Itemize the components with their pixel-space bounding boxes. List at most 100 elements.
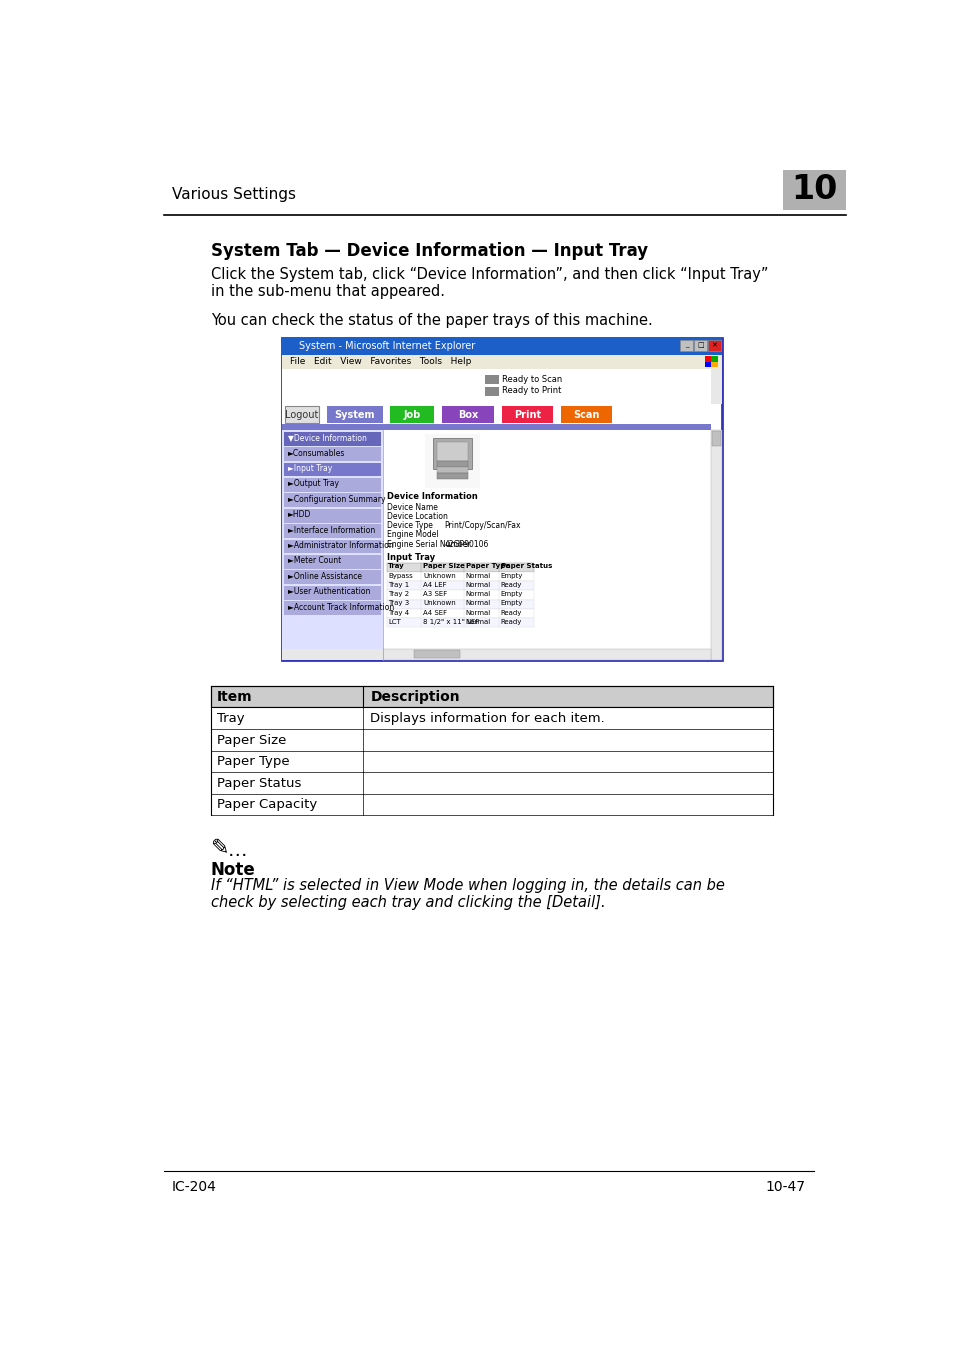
Text: Print: Print xyxy=(514,410,540,420)
Text: ✎: ✎ xyxy=(211,838,229,859)
Text: ►Administrator Information: ►Administrator Information xyxy=(288,541,394,550)
Text: Device Location: Device Location xyxy=(386,512,447,521)
Bar xyxy=(711,369,721,404)
Text: Tray 1: Tray 1 xyxy=(388,581,409,588)
Text: ►Online Assistance: ►Online Assistance xyxy=(288,572,362,581)
Bar xyxy=(282,425,711,430)
Bar xyxy=(283,585,381,599)
Bar xyxy=(704,357,717,366)
Text: File   Edit   View   Favorites   Tools   Help: File Edit View Favorites Tools Help xyxy=(290,357,471,366)
Text: Normal: Normal xyxy=(465,600,491,606)
Text: A4 LEF: A4 LEF xyxy=(422,581,446,588)
Bar xyxy=(283,571,381,584)
Text: Ready to Scan: Ready to Scan xyxy=(501,375,561,384)
Text: LCT: LCT xyxy=(388,619,400,625)
Bar xyxy=(386,562,534,572)
Bar xyxy=(283,508,381,523)
Bar xyxy=(282,430,711,660)
Text: A3 SEF: A3 SEF xyxy=(422,591,447,598)
Bar xyxy=(211,685,773,707)
Text: Logout: Logout xyxy=(285,410,318,420)
Bar xyxy=(283,448,381,461)
Text: Unknown: Unknown xyxy=(422,600,456,606)
Bar xyxy=(283,602,381,615)
Text: IC-204: IC-204 xyxy=(172,1180,216,1194)
Bar xyxy=(436,461,468,468)
Text: ►User Authentication: ►User Authentication xyxy=(288,587,370,596)
Bar xyxy=(781,170,845,210)
Text: Paper Status: Paper Status xyxy=(216,776,301,790)
Text: ►Meter Count: ►Meter Count xyxy=(288,557,341,565)
Bar xyxy=(327,407,382,423)
Text: Paper Capacity: Paper Capacity xyxy=(216,798,316,811)
Bar xyxy=(211,707,773,729)
Text: ►Consumables: ►Consumables xyxy=(288,449,345,458)
Bar xyxy=(711,431,720,446)
Bar xyxy=(282,649,382,660)
Text: Device Name: Device Name xyxy=(386,503,437,511)
Bar xyxy=(679,341,692,352)
Bar xyxy=(211,729,773,750)
Bar xyxy=(425,434,479,488)
Text: Bypass: Bypass xyxy=(388,573,413,579)
Text: Normal: Normal xyxy=(465,591,491,598)
Text: ►Input Tray: ►Input Tray xyxy=(288,464,332,473)
Bar xyxy=(282,404,711,425)
Bar xyxy=(283,479,381,492)
Bar xyxy=(433,438,472,469)
Bar xyxy=(283,493,381,507)
Bar xyxy=(386,581,534,591)
Bar xyxy=(390,407,434,423)
Text: Various Settings: Various Settings xyxy=(172,187,295,201)
Text: Device Information: Device Information xyxy=(386,492,476,500)
Bar xyxy=(211,750,773,772)
Bar xyxy=(441,407,494,423)
Text: Ready: Ready xyxy=(500,619,521,625)
Text: Note: Note xyxy=(211,861,255,879)
Bar xyxy=(283,554,381,569)
Text: A4 SEF: A4 SEF xyxy=(422,610,447,615)
Text: Paper Size: Paper Size xyxy=(422,564,464,569)
Bar xyxy=(386,591,534,599)
Bar xyxy=(484,387,498,396)
Text: Tray 4: Tray 4 xyxy=(388,610,409,615)
Text: Normal: Normal xyxy=(465,619,491,625)
Text: Print/Copy/Scan/Fax: Print/Copy/Scan/Fax xyxy=(444,521,520,530)
Bar xyxy=(211,772,773,794)
Text: Paper Type: Paper Type xyxy=(465,564,509,569)
Text: If “HTML” is selected in View Mode when logging in, the details can be: If “HTML” is selected in View Mode when … xyxy=(211,879,724,894)
Text: Empty: Empty xyxy=(500,573,522,579)
Bar xyxy=(436,442,468,461)
Text: check by selecting each tray and clicking the [Detail].: check by selecting each tray and clickin… xyxy=(211,895,605,910)
Text: Box: Box xyxy=(457,410,477,420)
Text: You can check the status of the paper trays of this machine.: You can check the status of the paper tr… xyxy=(211,314,652,329)
Text: ►Output Tray: ►Output Tray xyxy=(288,480,339,488)
Bar xyxy=(711,430,721,660)
Bar xyxy=(282,369,711,404)
Text: Normal: Normal xyxy=(465,610,491,615)
Text: Device Type: Device Type xyxy=(386,521,432,530)
Bar xyxy=(282,354,721,369)
Text: Engine Model: Engine Model xyxy=(386,530,437,539)
Bar xyxy=(711,362,717,366)
Bar xyxy=(283,462,381,476)
Text: Job: Job xyxy=(403,410,420,420)
Text: Engine Serial Number: Engine Serial Number xyxy=(386,539,470,549)
Bar xyxy=(704,362,711,366)
Bar xyxy=(484,375,498,384)
Text: Ready: Ready xyxy=(500,581,521,588)
Bar xyxy=(501,407,553,423)
Text: Empty: Empty xyxy=(500,591,522,598)
Text: Displays information for each item.: Displays information for each item. xyxy=(370,713,604,725)
Text: □: □ xyxy=(697,342,703,349)
Text: ►HDD: ►HDD xyxy=(288,510,312,519)
Text: Ready: Ready xyxy=(500,610,521,615)
Text: Tray: Tray xyxy=(388,564,404,569)
Bar xyxy=(285,407,319,423)
Text: System - Microsoft Internet Explorer: System - Microsoft Internet Explorer xyxy=(298,341,475,352)
Text: 10: 10 xyxy=(790,173,837,207)
Text: Empty: Empty xyxy=(500,600,522,606)
Bar xyxy=(282,338,721,354)
Text: Paper Status: Paper Status xyxy=(500,564,552,569)
Text: ▼Device Information: ▼Device Information xyxy=(288,433,367,442)
